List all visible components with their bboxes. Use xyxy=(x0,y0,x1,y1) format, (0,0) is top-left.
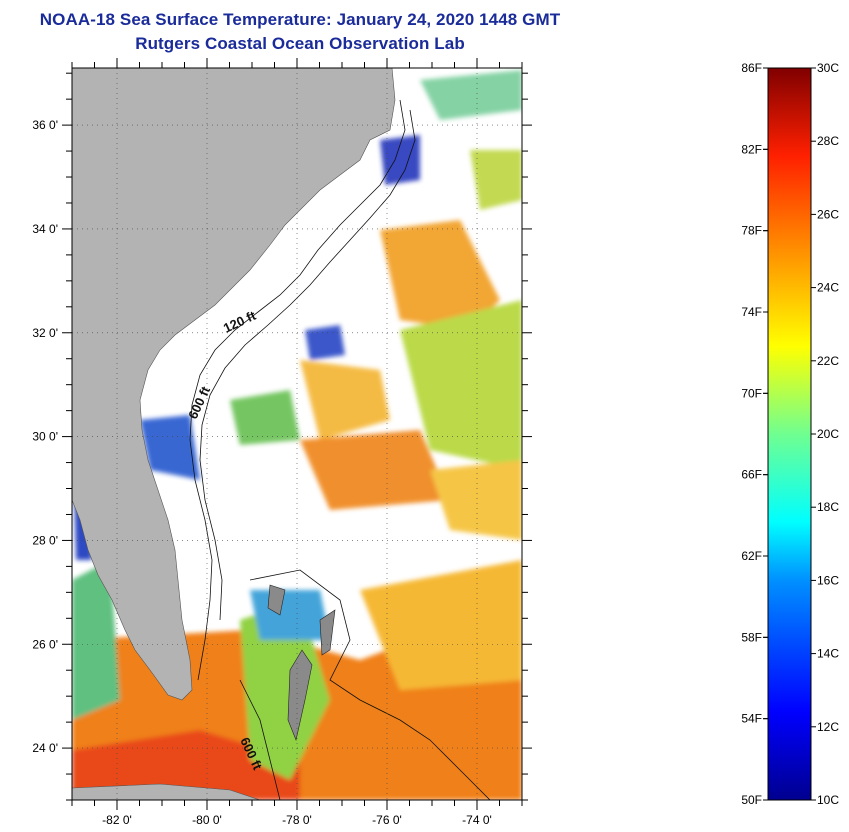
colorbar-f-label: 82F xyxy=(741,142,762,156)
colorbar-f-label: 54F xyxy=(741,712,762,726)
lat-label: 26 0' xyxy=(32,637,58,651)
colorbar-c-label: 30C xyxy=(817,61,839,75)
colorbar-f-label: 86F xyxy=(741,61,762,75)
colorbar-c-label: 12C xyxy=(817,720,839,734)
colorbar-f-label: 50F xyxy=(741,793,762,807)
land-mainland xyxy=(72,68,396,701)
lat-label: 36 0' xyxy=(32,118,58,132)
colorbar-c-label: 28C xyxy=(817,134,839,148)
axis-labels: 36 0' 34 0' 32 0' 30 0' 28 0' 26 0' 24 0' -82 0… xyxy=(32,118,491,827)
colorbar-f-label: 74F xyxy=(741,305,762,319)
colorbar-f-label: 62F xyxy=(741,549,762,563)
lon-label: -76 0' xyxy=(372,813,402,827)
lon-label: -78 0' xyxy=(282,813,312,827)
colorbar-c-label: 24C xyxy=(817,281,839,295)
map-title: NOAA-18 Sea Surface Temperature: January… xyxy=(39,10,561,29)
colorbar-f-label: 58F xyxy=(741,630,762,644)
map-subtitle: Rutgers Coastal Ocean Observation Lab xyxy=(135,34,465,53)
colorbar-c-label: 22C xyxy=(817,354,839,368)
land-cuba xyxy=(72,783,261,800)
colorbar-c-label: 10C xyxy=(817,793,839,807)
colorbar-c-label: 18C xyxy=(817,500,839,514)
lon-label: -82 0' xyxy=(102,813,132,827)
graticule xyxy=(72,68,522,800)
colorbar-celsius-labels: 30C 28C 26C 24C 22C 20C 18C 16C 14C 12C 10C xyxy=(811,61,839,807)
lat-label: 32 0' xyxy=(32,326,58,340)
colorbar-f-label: 78F xyxy=(741,224,762,238)
colorbar-c-label: 20C xyxy=(817,427,839,441)
land-bahamas xyxy=(267,584,336,742)
colorbar-c-label: 26C xyxy=(817,207,839,221)
colorbar-f-label: 66F xyxy=(741,468,762,482)
lat-label: 30 0' xyxy=(32,430,58,444)
colorbar-f-label: 70F xyxy=(741,386,762,400)
axis-ticks xyxy=(62,58,532,810)
depth-contours xyxy=(189,99,491,800)
lat-label: 24 0' xyxy=(32,741,58,755)
lat-label: 34 0' xyxy=(32,222,58,236)
colorbar-fahrenheit-labels: 86F 82F 78F 74F 70F 66F 62F 58F 54F 50F xyxy=(741,61,768,807)
colorbar-c-label: 16C xyxy=(817,573,839,587)
colorbar xyxy=(767,67,812,801)
lon-label: -74 0' xyxy=(462,813,492,827)
lat-label: 28 0' xyxy=(32,533,58,547)
lon-label: -80 0' xyxy=(192,813,222,827)
colorbar-c-label: 14C xyxy=(817,647,839,661)
